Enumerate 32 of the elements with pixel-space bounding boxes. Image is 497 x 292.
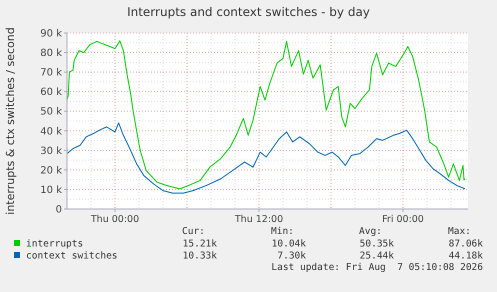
- x-tick-label: Fri 00:00: [382, 214, 424, 225]
- text: 44.18k: [448, 250, 484, 262]
- text: Avg:: [359, 226, 382, 237]
- y-axis-title: interrupts & ctx switches / second: [4, 27, 17, 215]
- y-tick-label: 60 k: [40, 87, 62, 98]
- y-tick-label: 30 k: [40, 146, 62, 157]
- text: Last update: Fri Aug 7 05:10:08 2026: [271, 262, 484, 273]
- y-tick-label: 80 k: [40, 48, 62, 60]
- text: 25.44k: [360, 250, 394, 262]
- y-tick-label: 50 k: [40, 106, 62, 118]
- y-tick-label: 10 k: [40, 184, 62, 196]
- chart-title: Interrupts and context switches - by day: [127, 5, 370, 19]
- y-tick-label: 0: [56, 204, 62, 216]
- y-tick-label: 70 k: [40, 68, 62, 79]
- x-tick-label: Thu 12:00: [234, 214, 284, 225]
- line-series: [66, 122, 466, 194]
- x-tick-label: Thu 00:00: [90, 214, 140, 225]
- text: Max:: [448, 226, 471, 237]
- y-tick-label: 90 k: [40, 28, 62, 40]
- legend-label: context switches: [26, 250, 118, 262]
- line-series: [66, 40, 466, 190]
- text: 7.30k: [277, 250, 306, 262]
- text: Cur:: [182, 226, 205, 237]
- text: 87.06k: [448, 238, 484, 250]
- text: 10.04k: [272, 238, 306, 250]
- text: 15.21k: [182, 238, 218, 250]
- text: 50.35k: [360, 238, 394, 250]
- text: 10.33k: [182, 250, 218, 262]
- text: Min:: [271, 226, 294, 237]
- legend-label: interrupts: [26, 238, 84, 250]
- y-tick-label: 40 k: [40, 126, 62, 138]
- y-tick-label: 20 k: [40, 165, 62, 176]
